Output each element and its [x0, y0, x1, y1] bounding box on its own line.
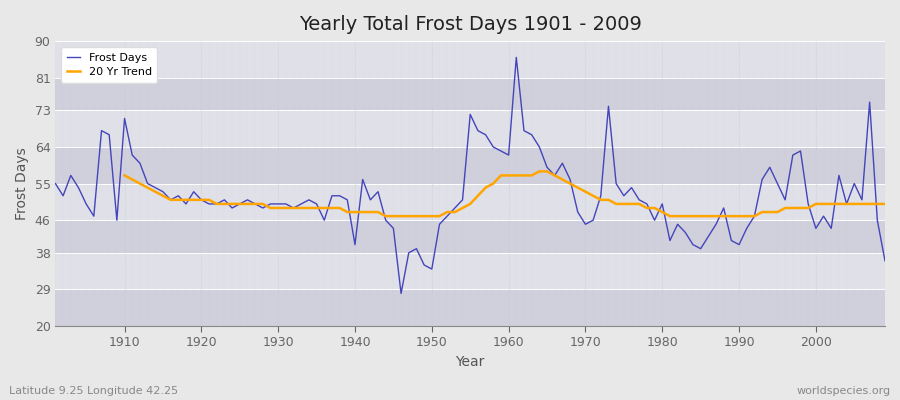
Bar: [56, 41, 885, 78]
20 Yr Trend: [266, 206, 276, 210]
20 Yr Trend: [534, 169, 544, 174]
Frost Days: [518, 128, 529, 133]
Frost Days: [396, 291, 407, 296]
Frost Days: [327, 193, 338, 198]
Frost Days: [611, 181, 622, 186]
Bar: [56, 253, 885, 289]
Bar: [56, 110, 885, 147]
Frost Days: [511, 55, 522, 60]
Y-axis label: Frost Days: Frost Days: [15, 147, 29, 220]
Bar: [56, 184, 885, 220]
20 Yr Trend: [879, 202, 890, 206]
Frost Days: [281, 202, 292, 206]
Legend: Frost Days, 20 Yr Trend: Frost Days, 20 Yr Trend: [61, 47, 158, 83]
20 Yr Trend: [296, 206, 307, 210]
20 Yr Trend: [119, 173, 130, 178]
Line: 20 Yr Trend: 20 Yr Trend: [124, 171, 885, 216]
Bar: [56, 289, 885, 326]
Bar: [56, 78, 885, 110]
Line: Frost Days: Frost Days: [56, 57, 885, 294]
Bar: [56, 147, 885, 184]
Frost Days: [879, 258, 890, 263]
Frost Days: [112, 218, 122, 223]
20 Yr Trend: [518, 173, 529, 178]
Bar: [56, 220, 885, 253]
20 Yr Trend: [381, 214, 392, 218]
20 Yr Trend: [833, 202, 844, 206]
Text: Latitude 9.25 Longitude 42.25: Latitude 9.25 Longitude 42.25: [9, 386, 178, 396]
Text: worldspecies.org: worldspecies.org: [796, 386, 891, 396]
Title: Yearly Total Frost Days 1901 - 2009: Yearly Total Frost Days 1901 - 2009: [299, 15, 642, 34]
20 Yr Trend: [857, 202, 868, 206]
Frost Days: [50, 181, 61, 186]
X-axis label: Year: Year: [455, 355, 485, 369]
20 Yr Trend: [588, 193, 598, 198]
Frost Days: [503, 153, 514, 158]
